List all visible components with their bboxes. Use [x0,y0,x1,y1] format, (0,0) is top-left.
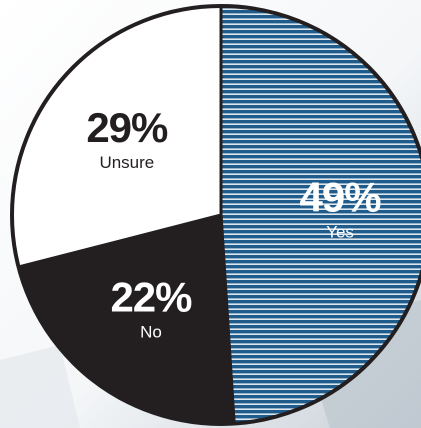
slice-percent-label-yes: 49% [300,173,382,220]
slice-percent-label-no: 22% [110,273,192,320]
slice-category-label-yes: Yes [326,222,354,241]
slice-percent-label-unsure: 29% [86,104,168,151]
slice-category-label-no: No [140,322,162,341]
slice-category-label-unsure: Unsure [99,153,154,172]
pie-outline [10,4,421,426]
